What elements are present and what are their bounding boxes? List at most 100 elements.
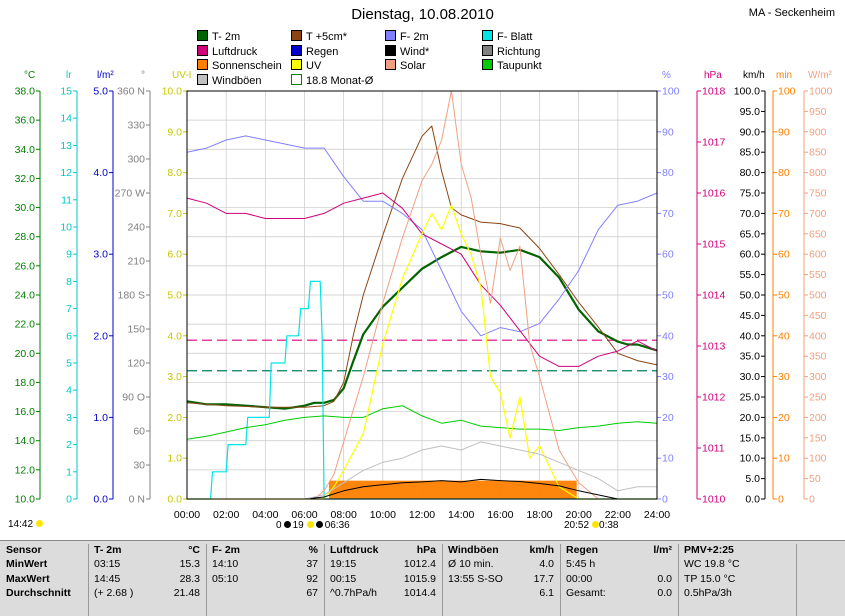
tick-label-wind: 95.0: [740, 106, 761, 118]
stats-panel-unit: l/m²: [653, 544, 672, 556]
tick-label-wind: 15.0: [740, 432, 761, 444]
tick-label-hum: 90: [662, 126, 674, 138]
stats-panel: T- 2m °C 03:15 15.3 14:45 28.3 (+ 2.68 ) 21.48: [88, 544, 207, 616]
tick-label-temp: 26.0: [15, 260, 36, 272]
stats-row: 67: [206, 587, 324, 602]
moon-time-2: 06:36: [324, 520, 350, 531]
stats-cell-value: 67: [306, 587, 318, 599]
tick-label-temp: 12.0: [15, 464, 36, 476]
series-line: [187, 90, 657, 500]
tick-label-uv: 2.0: [167, 412, 182, 424]
stats-cell-label: Gesamt:: [566, 587, 606, 599]
legend-item: F- 2m: [385, 30, 429, 45]
tick-label-hum: 30: [662, 371, 674, 383]
legend-label: F- Blatt: [497, 31, 533, 43]
tick-label-uv: 9.0: [167, 126, 182, 138]
tick-label-wind: 20.0: [740, 412, 761, 424]
stats-panel: Windböen km/h Ø 10 min. 4.0 13:55 S-SO 17.7 6.…: [442, 544, 561, 616]
tick-label-leaf: 1: [66, 466, 72, 478]
sunset-time: 20:52: [564, 520, 590, 531]
tick-label-hum: 20: [662, 412, 674, 424]
legend-swatch: [197, 44, 208, 56]
x-tick-label: 20:00: [566, 509, 592, 521]
tick-label-solar: 600: [809, 249, 827, 261]
legend-label: 18.8 Monat-Ø: [306, 74, 374, 87]
stats-panel-unit: hPa: [416, 544, 436, 556]
stats-panel: F- 2m% 14:10 37 05:10 92 67: [206, 544, 325, 616]
tick-label-rain: 5.0: [93, 86, 108, 98]
tick-label-dir: 210: [127, 256, 145, 268]
tick-label-temp: 14.0: [15, 435, 36, 447]
axis-unit-solar: W/m²: [808, 70, 833, 81]
stats-row: 00:00 0.0: [560, 573, 678, 588]
weather-chart: °C38.036.034.032.030.028.026.024.022.020…: [15, 70, 833, 521]
tick-label-solar: 1000: [809, 86, 833, 98]
legend-label: T- 2m: [212, 31, 241, 43]
tick-label-sunmin: 10: [778, 453, 790, 465]
series-line: [187, 280, 657, 500]
stats-row: 6.1: [442, 587, 560, 602]
tick-label-rain: 4.0: [93, 167, 108, 179]
legend-swatch: [291, 30, 302, 41]
tick-label-temp: 38.0: [15, 86, 36, 98]
tick-label-rain: 1.0: [93, 412, 108, 424]
tick-label-dir: 30: [133, 460, 145, 472]
tick-label-uv: 3.0: [167, 371, 182, 383]
x-tick-label: 14:00: [448, 509, 474, 521]
tick-label-uv: 6.0: [167, 249, 182, 261]
tick-label-solar: 400: [809, 330, 827, 342]
stats-cell-value: 21.48: [173, 587, 200, 599]
x-tick-label: 10:00: [370, 509, 396, 521]
stats-cell-value: 92: [306, 572, 318, 585]
axis-unit-wind: km/h: [743, 70, 765, 81]
tick-label-dir: 150: [127, 324, 145, 336]
stats-cell-label: 03:15: [94, 558, 121, 570]
tick-label-wind: 100.0: [734, 86, 760, 98]
stats-panel: PMV+2:25 WC 19.8 °C TP 15.0 °C 0.5hPa/3h: [678, 544, 797, 616]
tick-label-press: 1018: [702, 86, 726, 98]
tick-label-wind: 5.0: [745, 473, 760, 485]
axis-unit-uv: UV-I: [172, 70, 191, 81]
tick-label-dir: 90 O: [122, 392, 145, 404]
tick-label-solar: 550: [809, 269, 827, 281]
stats-cell-value: 0.0: [657, 587, 672, 599]
sunset-annotation: 20:52 0:38: [564, 520, 619, 531]
axis-unit-rain: l/m²: [97, 70, 114, 81]
stats-cell-label: 13:55 S-SO: [448, 572, 503, 585]
series-line: [186, 405, 658, 440]
legend-label: Wind*: [400, 45, 430, 58]
tick-label-uv: 0.0: [167, 494, 182, 506]
tick-label-temp: 28.0: [15, 231, 36, 243]
stats-cell-value: 1014.4: [403, 587, 436, 599]
stats-cell-label: (+ 2.68 ): [94, 587, 134, 599]
tick-label-uv: 10.0: [162, 86, 183, 98]
tick-label-press: 1015: [702, 239, 726, 251]
legend-swatch: [385, 59, 396, 70]
tick-label-wind: 25.0: [740, 392, 761, 404]
stats-row: 0.5hPa/3h: [678, 587, 796, 602]
moon-icon: [315, 521, 323, 528]
tick-label-sunmin: 60: [778, 249, 790, 261]
legend-label: Luftdruck: [212, 45, 258, 58]
tick-label-solar: 700: [809, 208, 827, 220]
legend-item: 18.8 Monat-Ø: [291, 73, 374, 89]
stats-cell-label: 05:10: [212, 572, 239, 585]
axis-unit-dir: °: [141, 70, 145, 81]
stats-cell-value: 0.0: [657, 572, 672, 585]
legend-item: Regen: [291, 44, 338, 60]
tick-label-solar: 800: [809, 167, 827, 179]
tick-label-sunmin: 30: [778, 371, 790, 383]
legend-swatch: [482, 44, 493, 56]
tick-label-press: 1014: [702, 290, 726, 302]
legend-label: F- 2m: [400, 31, 429, 43]
tick-label-solar: 350: [809, 351, 827, 363]
stats-panel-unit: km/h: [529, 544, 554, 556]
stats-panel-title: T- 2m: [94, 544, 122, 556]
stats-cell-value: 4.0: [539, 558, 554, 570]
series-line: [187, 478, 657, 500]
legend-swatch: [291, 59, 302, 70]
sun-icon: [36, 520, 44, 527]
stats-row: 14:45 28.3: [88, 573, 206, 588]
legend-swatch: [482, 30, 493, 41]
tick-label-temp: 18.0: [15, 377, 36, 389]
